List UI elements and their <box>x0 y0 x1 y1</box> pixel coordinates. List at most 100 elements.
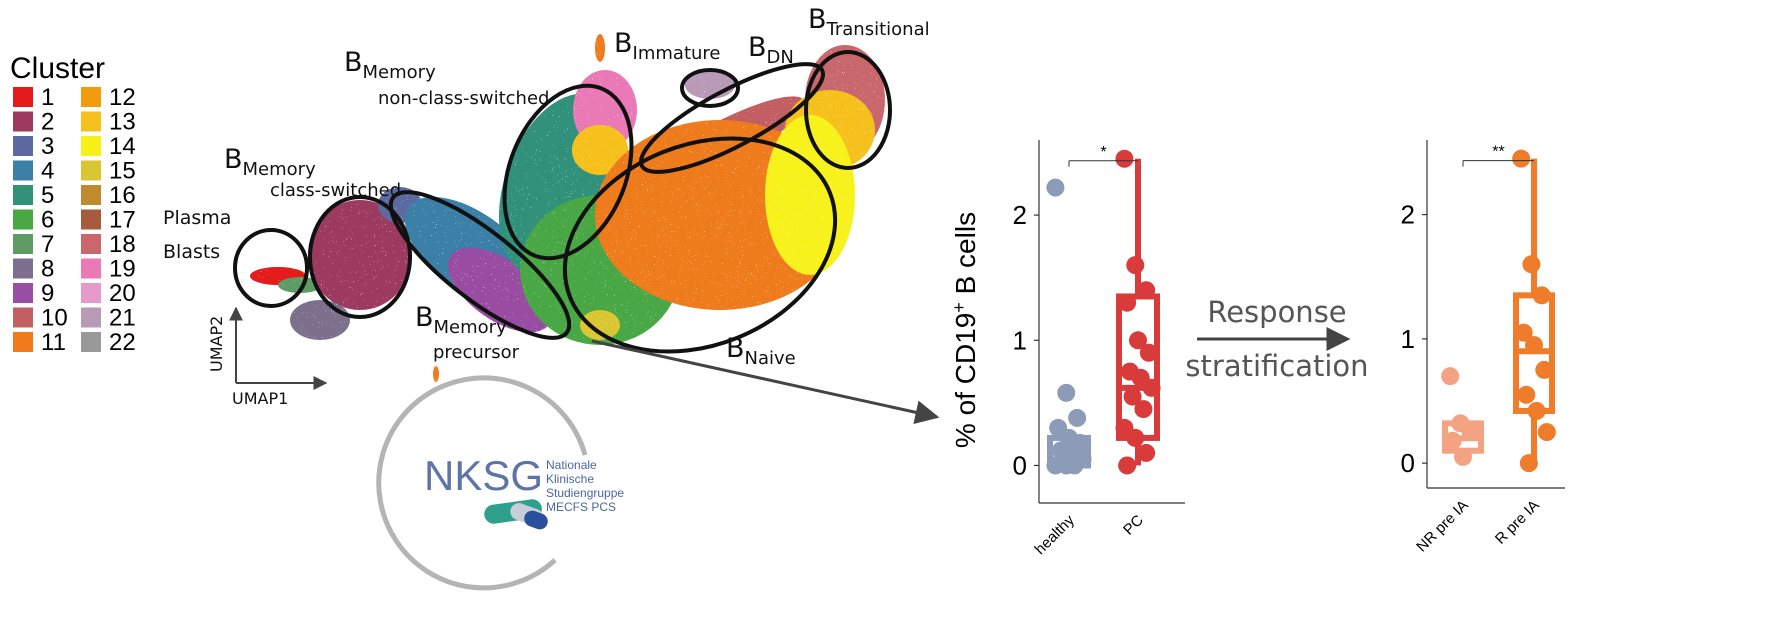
umap-axes: UMAP2 UMAP1 <box>207 306 328 408</box>
y-tick-label: 0 <box>1401 448 1415 478</box>
boxplot-1: % of CD19+ B cells 0 1 2 healthy PC * <box>949 140 1185 558</box>
umap1-label: UMAP1 <box>232 389 288 408</box>
data-point <box>1057 383 1076 402</box>
data-point <box>1441 367 1460 386</box>
data-point <box>1537 423 1556 442</box>
legend-label-16: 16 <box>109 182 136 209</box>
legend-swatch-7 <box>13 234 33 254</box>
arrow-text-line2: stratification <box>1185 349 1368 383</box>
label-mem-prec: BMemory <box>415 302 507 338</box>
label-mem-ncs-line2: non-class-switched <box>378 88 549 109</box>
legend-label-12: 12 <box>109 84 136 111</box>
outline-transitional <box>804 50 892 170</box>
data-point <box>1137 443 1156 462</box>
data-point <box>1118 293 1137 312</box>
legend-swatch-11 <box>13 332 33 352</box>
data-point <box>1068 408 1087 427</box>
y-tick-label: 2 <box>1013 200 1027 230</box>
zoom-arrow <box>591 339 940 425</box>
legend-swatch-20 <box>81 283 101 303</box>
legend-swatch-3 <box>13 136 33 156</box>
x-tick-label: NR pre IA <box>1413 497 1472 556</box>
data-point <box>1512 149 1531 168</box>
y-tick-label: 1 <box>1013 325 1027 355</box>
legend-swatch-9 <box>13 283 33 303</box>
legend-label-22: 22 <box>109 329 136 356</box>
legend-swatch-17 <box>81 209 101 230</box>
nksg-logo: NKSG Nationale Klinische Studiengruppe M… <box>376 375 624 591</box>
legend-swatch-1 <box>13 87 33 107</box>
umap2-label: UMAP2 <box>207 316 226 372</box>
logo-lines: Nationale Klinische Studiengruppe MECFS … <box>546 458 624 514</box>
outline-dn <box>638 62 826 174</box>
data-point <box>1129 331 1147 350</box>
umap-point-cloud <box>250 34 885 382</box>
legend-label-11: 11 <box>41 329 66 356</box>
legend-label-10: 10 <box>41 305 68 332</box>
legend-label-8: 8 <box>41 256 54 283</box>
legend-swatch-4 <box>13 160 33 181</box>
data-point <box>1532 286 1551 305</box>
cluster-blob-2 <box>308 200 412 310</box>
boxplot-1-ylabel: % of CD19+ B cells <box>949 212 981 448</box>
legend-label-5: 5 <box>41 182 54 209</box>
legend-swatch-13 <box>81 111 101 132</box>
y-tick-label: 2 <box>1401 200 1415 230</box>
legend-title: Cluster <box>10 52 105 85</box>
label-dn: BDN <box>748 32 794 68</box>
logo-line-4: MECFS PCS <box>546 500 616 514</box>
data-point <box>1522 255 1541 274</box>
significance-stars: ** <box>1492 144 1504 161</box>
legend-label-4: 4 <box>41 158 54 185</box>
data-point <box>1535 360 1554 379</box>
legend-swatch-14 <box>81 136 101 156</box>
cluster-blob-8 <box>290 300 350 340</box>
x-tick-label: healthy <box>1032 511 1079 558</box>
legend-label-13: 13 <box>109 109 136 136</box>
boxplot-1-marks: 0 1 2 healthy PC * <box>1013 140 1185 558</box>
significance-stars: * <box>1100 144 1106 161</box>
data-point <box>1139 343 1158 362</box>
logo-line-3: Studiengruppe <box>546 486 624 500</box>
legend-swatch-15 <box>81 160 101 181</box>
logo-line-1: Nationale <box>546 458 597 472</box>
legend-label-20: 20 <box>109 280 136 307</box>
outline-immature <box>680 68 740 108</box>
outline-memory-non-class-switched <box>502 83 634 261</box>
legend-swatch-16 <box>81 185 101 205</box>
legend-swatch-6 <box>13 209 33 230</box>
legend-swatch-21 <box>81 307 101 328</box>
cluster-blob-12 <box>595 34 605 62</box>
legend-swatch-8 <box>13 258 33 279</box>
label-plasma-line1: Plasma <box>163 207 231 229</box>
stratification-arrow: Response stratification <box>1185 295 1368 383</box>
data-point <box>1142 378 1161 397</box>
region-outlines <box>233 50 892 354</box>
data-point <box>1454 447 1472 466</box>
legend-label-14: 14 <box>109 133 136 160</box>
data-point <box>1134 400 1153 419</box>
label-mem-cs: BMemory <box>224 144 316 180</box>
data-point <box>1115 149 1134 168</box>
legend-swatch-2 <box>13 111 33 132</box>
legend-swatch-18 <box>81 234 101 254</box>
label-mem-prec-line2: precursor <box>433 342 520 363</box>
data-point <box>1519 454 1538 473</box>
data-point <box>1517 385 1536 404</box>
boxplot-2-marks: 0 1 2 NR pre IA R pre IA ** <box>1401 140 1565 555</box>
data-point <box>1461 423 1480 442</box>
data-point <box>1137 281 1156 300</box>
label-transitional: BTransitional <box>808 4 930 40</box>
data-point <box>1514 323 1533 342</box>
data-point <box>1123 387 1142 406</box>
legend-swatch-12 <box>81 87 101 107</box>
cluster-blob-9 <box>447 247 553 333</box>
data-point <box>1527 401 1546 420</box>
y-tick-label: 1 <box>1401 324 1415 354</box>
cluster-blob-12b <box>433 366 439 382</box>
data-point <box>1443 431 1462 450</box>
cluster-blob-7 <box>278 277 322 293</box>
data-point <box>1057 456 1076 475</box>
